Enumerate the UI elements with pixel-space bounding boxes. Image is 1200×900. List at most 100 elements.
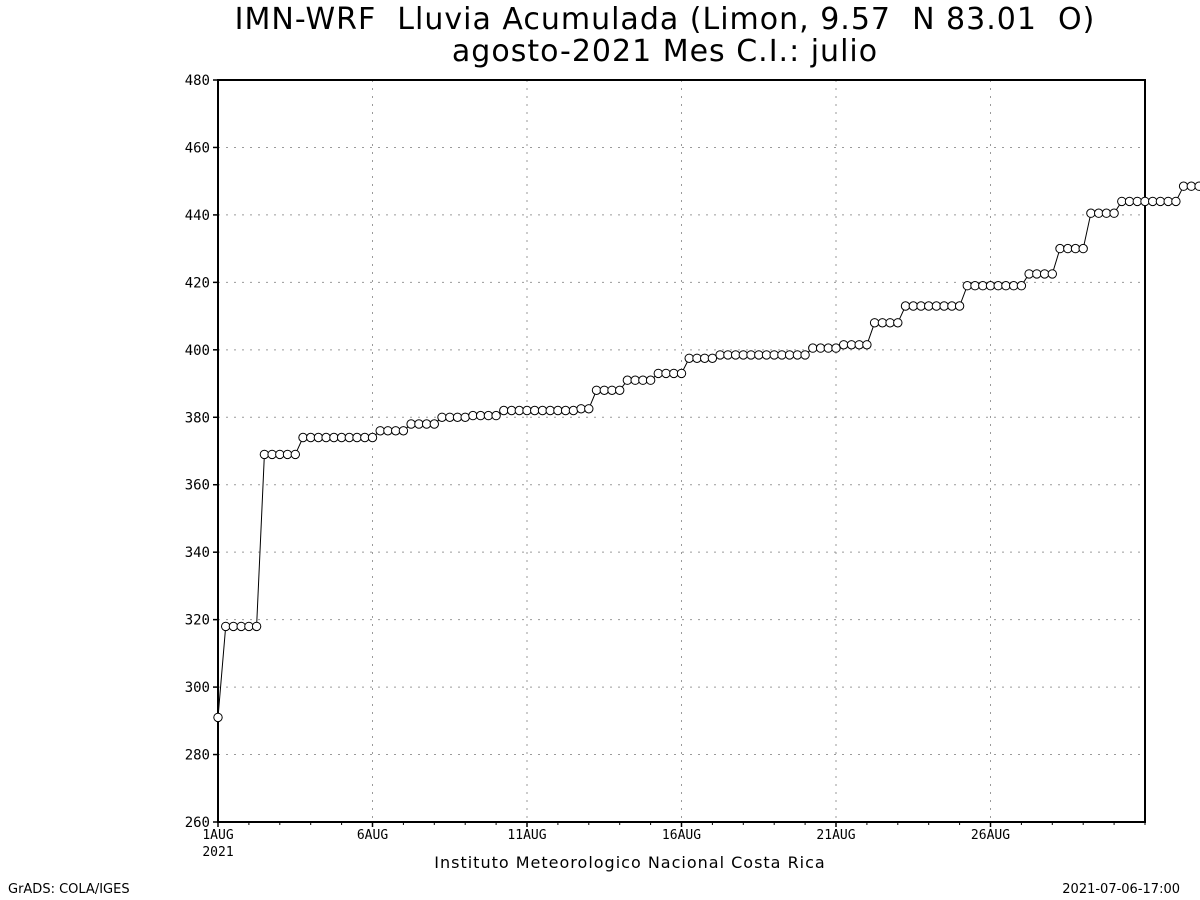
x-tick-label: 21AUG [816, 828, 855, 843]
data-point [645, 375, 656, 385]
data-point [1001, 281, 1011, 291]
data-point [862, 340, 872, 350]
data-point [630, 375, 640, 385]
data-point [568, 405, 579, 416]
data-point [491, 410, 501, 421]
y-tick-label: 380 [185, 410, 210, 426]
data-point [854, 340, 864, 350]
data-point [846, 340, 857, 350]
data-point [924, 301, 934, 311]
data-point [769, 350, 779, 360]
data-point [653, 368, 663, 379]
data-point [730, 350, 741, 360]
data-point [591, 385, 602, 395]
data-point [1178, 181, 1189, 191]
data-point [939, 301, 949, 311]
data-point [754, 350, 764, 360]
data-point [962, 281, 972, 291]
data-point [560, 405, 571, 416]
data-point [228, 621, 239, 632]
data-point [869, 318, 880, 328]
data-point [406, 419, 416, 429]
data-point [452, 412, 463, 422]
data-point [808, 343, 818, 353]
x-year-label: 2021 [202, 845, 233, 860]
y-tick-label: 360 [185, 478, 210, 494]
series-line [217, 185, 1200, 718]
x-tick-label: 1AUG [202, 828, 233, 843]
software-credit: GrADS: COLA/IGES [8, 882, 130, 897]
data-point [1140, 196, 1150, 207]
data-point [792, 350, 803, 360]
data-point [576, 404, 586, 414]
data-point [1148, 196, 1158, 207]
data-point [398, 426, 409, 436]
generation-timestamp: 2021-07-06-17:00 [1062, 882, 1180, 897]
data-point [1016, 281, 1027, 291]
data-point [321, 432, 331, 443]
data-point [414, 419, 424, 429]
data-point [367, 432, 378, 443]
x-tick-label: 6AUG [357, 828, 388, 843]
data-point [947, 301, 957, 311]
data-point [499, 405, 509, 416]
data-point [761, 350, 772, 360]
data-point [954, 301, 965, 311]
data-point [213, 712, 223, 723]
data-point [669, 368, 679, 379]
x-tick-label: 26AUG [971, 828, 1010, 843]
data-point [1163, 196, 1173, 207]
data-point [360, 432, 370, 443]
data-point [607, 385, 617, 395]
data-point [1117, 196, 1127, 207]
data-point [615, 385, 625, 395]
data-point [306, 432, 316, 443]
data-point [1186, 181, 1197, 191]
data-point [251, 621, 262, 632]
data-point [236, 621, 246, 632]
data-point [746, 350, 756, 360]
data-point [1101, 208, 1112, 218]
plot-frame [217, 79, 1146, 823]
data-point [839, 340, 849, 350]
data-point [638, 375, 648, 385]
chart-subtitle: agosto-2021 Mes C.I.: julio [451, 34, 879, 69]
data-point [375, 426, 385, 436]
data-point [514, 405, 524, 416]
data-point [993, 281, 1003, 291]
data-point [1063, 243, 1073, 254]
data-point [661, 368, 671, 379]
y-tick-label: 400 [185, 343, 210, 359]
data-point [275, 449, 285, 460]
data-point [522, 405, 532, 416]
data-point [1070, 243, 1081, 254]
y-tick-label: 340 [185, 545, 210, 561]
data-point [985, 281, 996, 291]
x-axis-label: Instituto Meteorologico Nacional Costa R… [434, 853, 826, 872]
data-point [1124, 196, 1135, 207]
data-point [475, 410, 486, 421]
data-point [445, 412, 455, 422]
data-point [421, 419, 432, 429]
data-point [329, 432, 339, 443]
data-point [900, 301, 911, 311]
data-point [777, 350, 787, 360]
data-point [282, 449, 293, 460]
data-point [622, 375, 633, 385]
data-point [707, 353, 718, 363]
data-point [244, 621, 254, 632]
data-point [391, 426, 401, 436]
data-point [537, 405, 548, 416]
data-point [483, 410, 494, 421]
data-point [885, 318, 895, 328]
data-point [553, 405, 563, 416]
y-tick-label: 280 [185, 748, 210, 764]
data-point [1132, 196, 1143, 207]
data-point [916, 301, 926, 311]
data-point [684, 353, 694, 363]
data-point [313, 432, 324, 443]
data-point [931, 301, 942, 311]
data-point [298, 432, 308, 443]
chart-title: IMN-WRF Lluvia Acumulada (Limon, 9.57 N … [234, 2, 1096, 37]
data-point [530, 405, 540, 416]
